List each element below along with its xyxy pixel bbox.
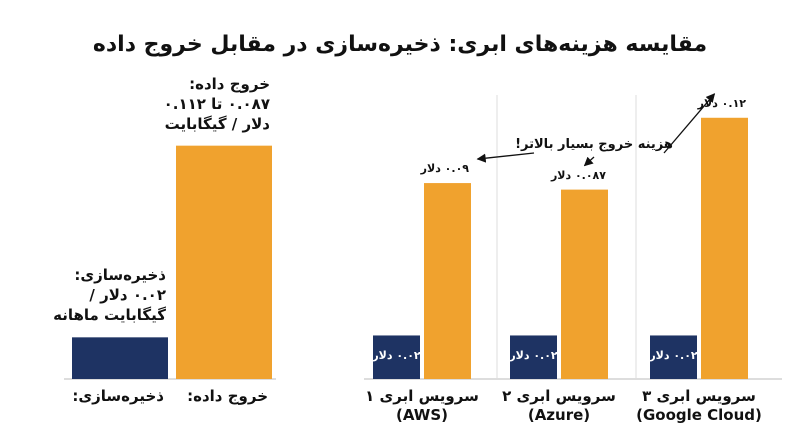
arrow	[583, 156, 595, 167]
value-label: ۰.۰۲ دلار	[509, 349, 558, 362]
bar	[72, 337, 168, 379]
arrow	[476, 152, 535, 163]
arrow	[663, 93, 716, 154]
bar	[176, 145, 272, 379]
annotation: هزینه خروج بسیار بالاتر!	[515, 137, 673, 152]
x-tick-label: سرویس ابری ۱ (AWS)	[365, 387, 479, 424]
value-label: ۰.۱۲ دلار	[697, 96, 746, 110]
bar	[561, 189, 608, 379]
x-tick-label: ذخیره‌سازی:	[72, 387, 164, 405]
bar	[510, 335, 557, 379]
value-label: ذخیره‌سازی: ۰.۰۲ دلار / گیگابایت ماهانه	[53, 266, 166, 325]
value-label: ۰.۰۲ دلار	[649, 349, 698, 362]
bar	[650, 335, 697, 379]
value-label: ۰.۰۹ دلار	[420, 162, 469, 176]
x-tick-label: سرویس ابری ۲ (Azure)	[502, 387, 616, 424]
x-tick-label: سرویس ابری ۳ (Google Cloud)	[636, 387, 762, 424]
bar	[424, 183, 471, 379]
value-label: ۰.۰۲ دلار	[372, 349, 421, 362]
x-tick-label: خروج داده:	[187, 387, 268, 405]
chart-title: مقایسه هزینه‌های ابری: ذخیره‌سازی در مقا…	[92, 32, 708, 57]
bar	[701, 117, 748, 380]
bar	[373, 335, 420, 379]
value-label: خروج داده: ۰.۰۸۷ تا ۰.۱۱۲ دلار / گیگابای…	[163, 74, 270, 133]
value-label: ۰.۰۸۷ دلار	[550, 168, 606, 182]
